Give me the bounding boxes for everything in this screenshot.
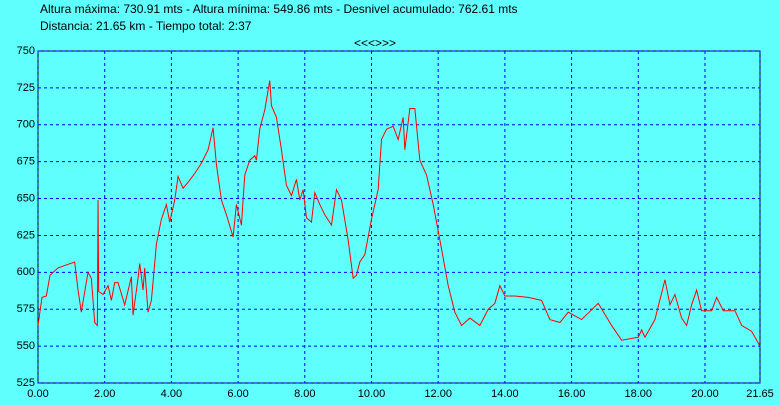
nav-arrows[interactable]: <<<>>> bbox=[354, 36, 396, 50]
x-tick-label: 2.00 bbox=[94, 388, 115, 400]
y-tick-label: 725 bbox=[17, 82, 35, 94]
x-tick-label: 12.00 bbox=[424, 388, 452, 400]
y-tick-label: 550 bbox=[17, 340, 35, 352]
y-tick-label: 625 bbox=[17, 229, 35, 241]
y-tick-label: 700 bbox=[17, 119, 35, 131]
elevation-line bbox=[37, 80, 761, 347]
plot-border bbox=[37, 50, 761, 384]
header-line-2: Distancia: 21.65 km - Tiempo total: 2:37 bbox=[40, 19, 252, 33]
y-tick-label: 675 bbox=[17, 156, 35, 168]
x-tick-label: 14.00 bbox=[491, 388, 519, 400]
y-tick-label: 600 bbox=[17, 266, 35, 278]
x-tick-label: 4.00 bbox=[161, 388, 182, 400]
x-tick-label: 6.00 bbox=[227, 388, 248, 400]
x-tick-label: 0.00 bbox=[27, 388, 48, 400]
y-tick-label: 650 bbox=[17, 192, 35, 204]
y-tick-label: 750 bbox=[17, 45, 35, 57]
x-tick-label: 21.65 bbox=[746, 388, 774, 400]
x-tick-label: 18.00 bbox=[625, 388, 653, 400]
y-tick-label: 525 bbox=[17, 377, 35, 389]
x-tick-label: 16.00 bbox=[558, 388, 586, 400]
header-line-1: Altura máxima: 730.91 mts - Altura mínim… bbox=[40, 2, 518, 16]
y-tick-label: 575 bbox=[17, 303, 35, 315]
x-tick-label: 20.00 bbox=[691, 388, 719, 400]
x-tick-label: 10.00 bbox=[358, 388, 386, 400]
x-tick-label: 8.00 bbox=[294, 388, 315, 400]
plot-area: 525 550 575 600 625 650 675 700 725 750 0.00 2.00 4.… bbox=[17, 45, 774, 400]
